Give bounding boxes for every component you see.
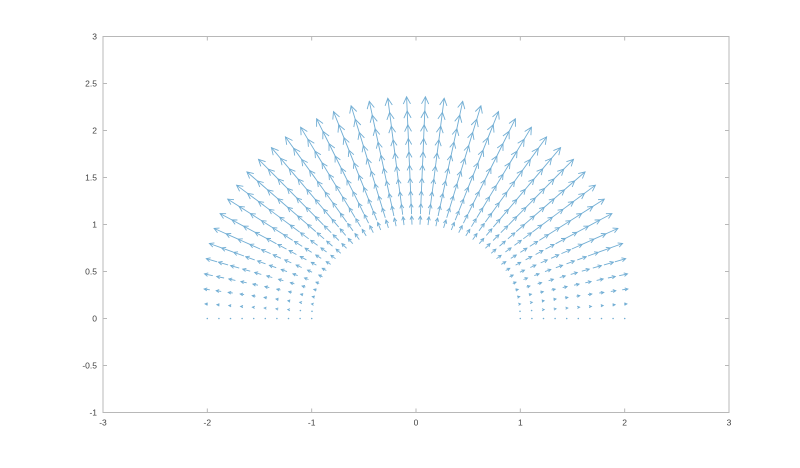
x-tick-label: 1 [518, 418, 523, 428]
arrow-heads [203, 95, 629, 312]
y-tick-label: 0 [92, 314, 97, 324]
y-tick-label: 1.5 [85, 173, 97, 183]
arrow-shafts [204, 96, 628, 311]
axis-ticks [102, 36, 730, 413]
y-tick-label: 1 [92, 220, 97, 230]
y-tick-label: 2.5 [85, 79, 97, 89]
y-tick-label: 2 [92, 126, 97, 136]
x-tick-label: 3 [727, 418, 732, 428]
zero-length-vector-dots [206, 309, 626, 320]
y-tick-label: 3 [92, 32, 97, 42]
y-tick-label: 0.5 [85, 267, 97, 277]
x-tick-label: -3 [99, 418, 107, 428]
vector-field-arrows [203, 95, 629, 320]
y-tick-label: -1 [89, 408, 97, 418]
x-tick-label: -2 [204, 418, 212, 428]
x-tick-label: 0 [414, 418, 419, 428]
plot-border-box [102, 36, 730, 413]
x-tick-label: -1 [308, 418, 316, 428]
x-tick-label: 2 [622, 418, 627, 428]
y-tick-label: -0.5 [82, 361, 97, 371]
axes-layer [102, 36, 730, 413]
tick-label-layer: -3 -2 -1 0 1 2 3 -1 -0.5 0 0.5 1 1.5 2 2.5 3 [82, 32, 731, 428]
